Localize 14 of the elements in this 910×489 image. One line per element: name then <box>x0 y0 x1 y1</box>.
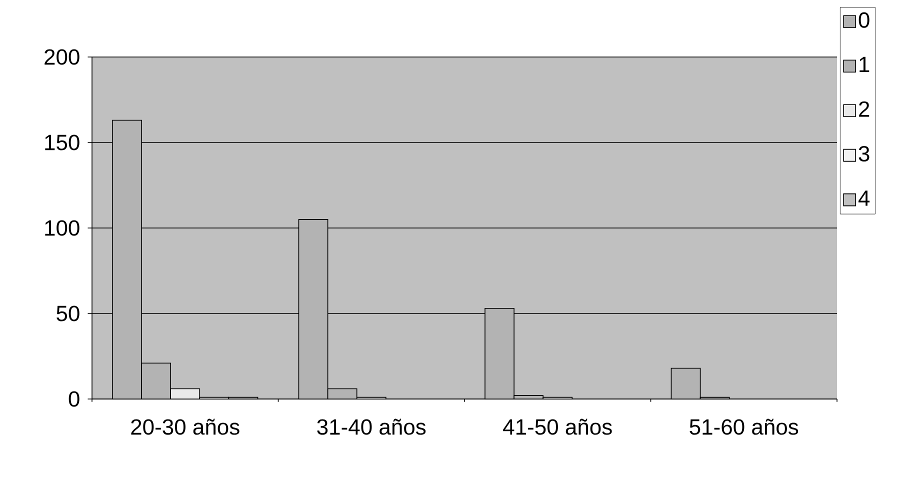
y-tick-label: 150 <box>45 134 80 150</box>
x-tick-label: 31-40 años <box>317 418 426 435</box>
x-tick-label: 51-60 años <box>690 418 798 435</box>
y-tick-label: 200 <box>44 49 80 65</box>
legend-label: 3 <box>858 146 870 162</box>
legend-label: 2 <box>859 101 870 117</box>
legend-label: 0 <box>858 12 870 28</box>
y-tick-label: 0 <box>68 391 80 407</box>
legend-label: 1 <box>860 56 870 72</box>
x-tick-label: 20-30 años <box>131 418 240 435</box>
y-tick-label: 100 <box>45 220 80 236</box>
x-tick-label: 41-50 años <box>503 418 612 435</box>
y-tick-label: 50 <box>56 306 80 322</box>
legend-label: 4 <box>858 190 870 206</box>
